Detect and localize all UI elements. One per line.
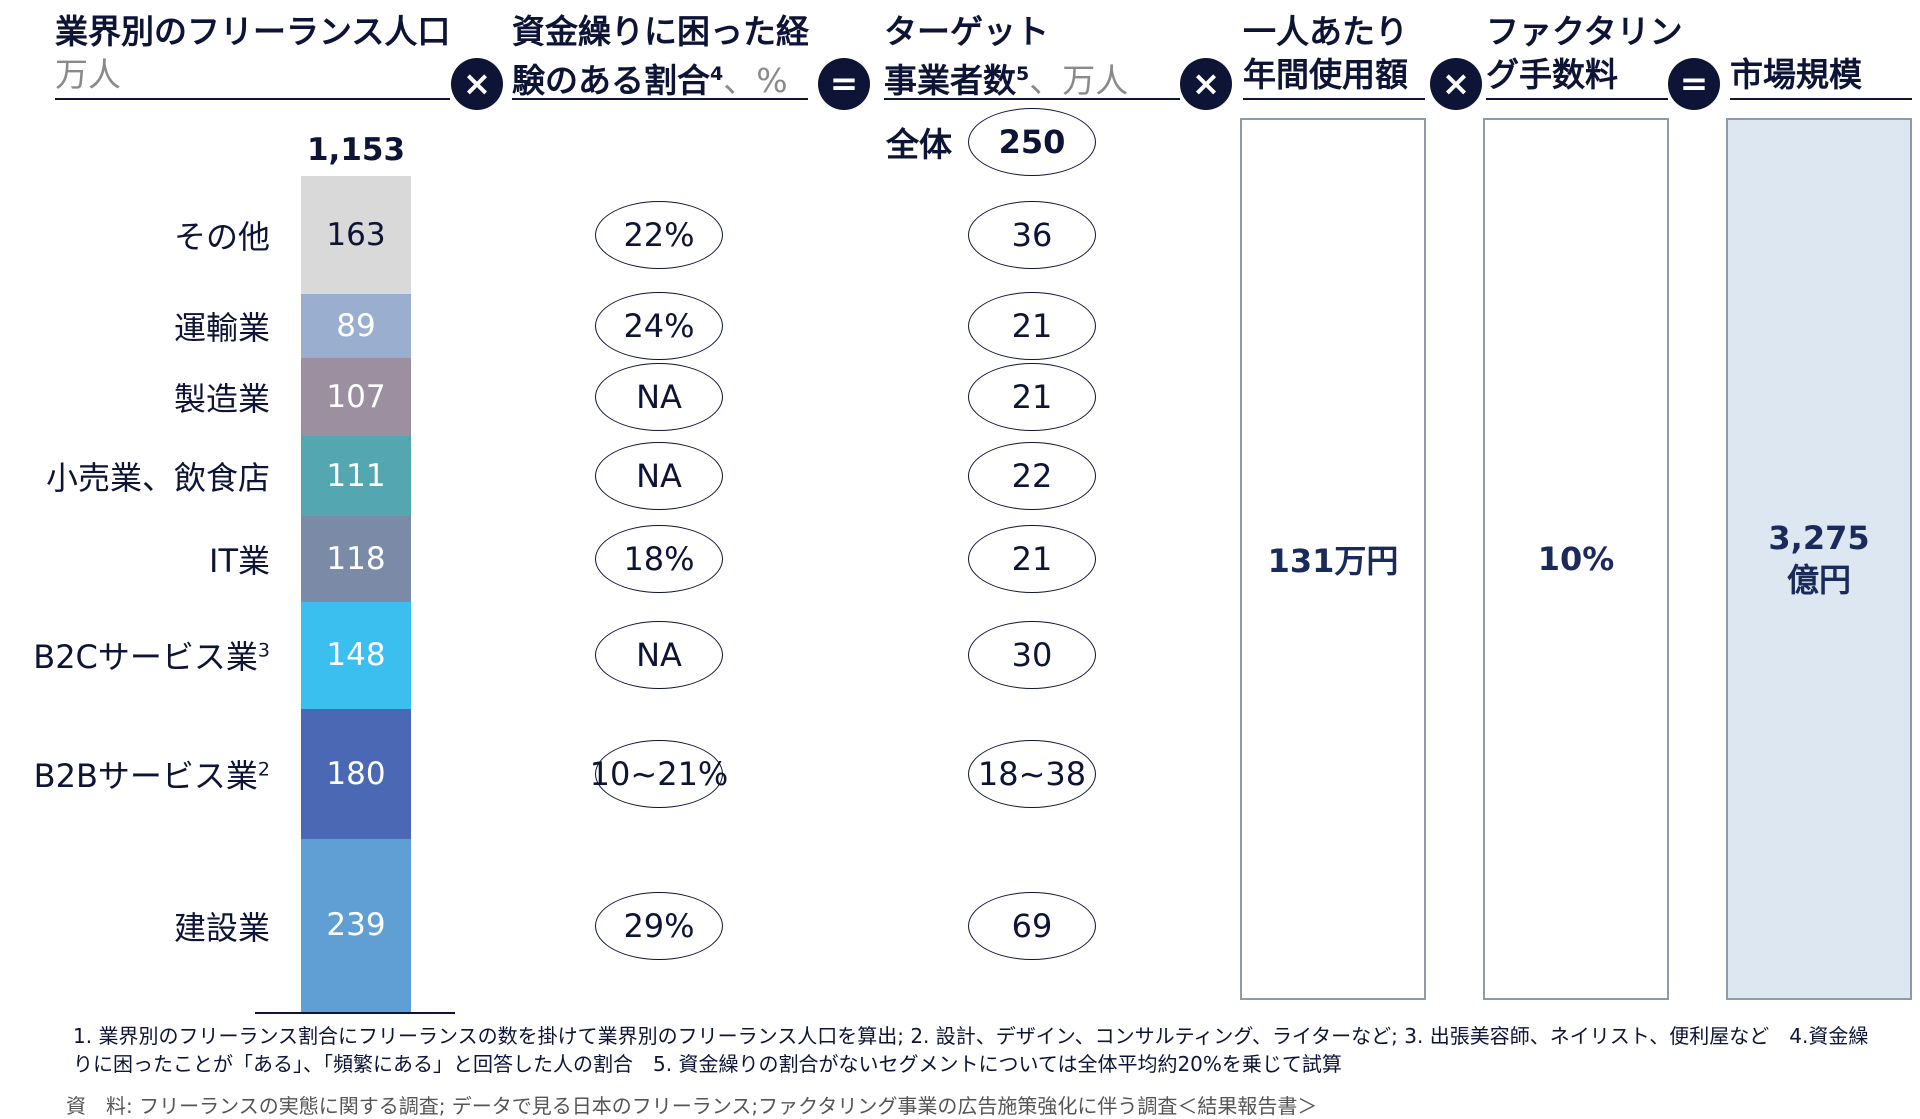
segment-label: その他 (173, 217, 270, 256)
bar-value-label: 148 (326, 637, 386, 674)
market-size-unit: 億円 (1786, 561, 1851, 599)
target-oval: 30 (968, 621, 1096, 690)
bar-value-label: 239 (326, 907, 386, 944)
target-oval: 36 (968, 200, 1096, 269)
col4-underline (1243, 98, 1425, 100)
bar-value-label: 180 (326, 755, 386, 792)
bar-segment: 148 (301, 601, 411, 709)
multiply-icon: × (451, 58, 503, 110)
col2-underline (512, 98, 808, 100)
multiply-icon: × (1180, 58, 1232, 110)
annual-spend-box: 131万円 (1240, 118, 1426, 1000)
target-oval: 21 (968, 363, 1096, 432)
col3-header: ターゲット 事業者数5、万人 (884, 12, 1129, 100)
equals-icon: = (1668, 58, 1720, 110)
bar-segment: 163 (301, 176, 411, 294)
share-oval: 18% (595, 524, 723, 593)
target-oval: 22 (968, 442, 1096, 511)
bar-segment: 111 (301, 435, 411, 517)
col2-header: 資金繰りに困った経 験のある割合4、% (512, 12, 809, 100)
share-oval: 10~21% (590, 739, 728, 808)
bar-value-label: 163 (326, 216, 386, 253)
segment-label: 建設業 (173, 908, 270, 947)
target-oval: 18~38 (968, 739, 1096, 808)
share-oval: NA (595, 442, 723, 511)
bar-baseline (255, 1012, 455, 1014)
col6-underline (1730, 98, 1912, 100)
share-oval: NA (595, 363, 723, 432)
col6-header: 市場規模 (1730, 55, 1862, 94)
bar-segment: 180 (301, 708, 411, 839)
target-total-oval: 250 (968, 108, 1096, 176)
segment-label: 運輸業 (173, 309, 270, 348)
segment-label: B2Cサービス業3 (33, 638, 270, 677)
market-size-box: 3,275 億円 (1726, 118, 1912, 1000)
multiply-icon: × (1430, 58, 1482, 110)
bar-segment: 118 (301, 516, 411, 602)
col3-underline (884, 98, 1180, 100)
target-oval: 69 (968, 891, 1096, 960)
col1-header: 業界別のフリーランス人口 万人 (55, 12, 451, 94)
target-oval: 21 (968, 524, 1096, 593)
segment-label: 製造業 (173, 380, 270, 419)
bar-value-label: 89 (336, 308, 376, 345)
total-label: 全体 (886, 125, 952, 164)
bar-value-label: 111 (326, 458, 386, 494)
col4-header: 一人あたり 年間使用額 (1243, 12, 1408, 94)
share-oval: 22% (595, 200, 723, 269)
annual-spend-value: 131万円 (1267, 542, 1399, 580)
segment-label: B2Bサービス業2 (33, 756, 270, 795)
bar-value-label: 118 (326, 540, 386, 577)
footnotes: 1. 業界別のフリーランス割合にフリーランスの数を掛けて業界別のフリーランス人口… (73, 1024, 1869, 1076)
bar-segment: 107 (301, 358, 411, 436)
col5-underline (1486, 98, 1668, 100)
share-oval: NA (595, 621, 723, 690)
target-oval: 21 (968, 292, 1096, 361)
market-size-value: 3,275 (1768, 519, 1870, 557)
bar-total-label: 1,153 (306, 132, 406, 168)
share-oval: 24% (595, 292, 723, 361)
col1-underline (55, 98, 450, 100)
source-note: 資 料: フリーランスの実態に関する調査; データで見る日本のフリーランス;ファ… (66, 1094, 1318, 1118)
bar-value-label: 107 (326, 379, 386, 416)
col5-header: ファクタリン グ手数料 (1486, 12, 1683, 94)
share-oval: 29% (595, 891, 723, 960)
bar-segment: 239 (301, 839, 411, 1012)
factoring-fee-box: 10% (1483, 118, 1669, 1000)
segment-label: IT業 (209, 541, 270, 580)
factoring-fee-value: 10% (1537, 540, 1615, 578)
equals-icon: = (818, 58, 870, 110)
segment-label: 小売業、飲食店 (45, 459, 270, 498)
bar-segment: 89 (301, 293, 411, 359)
